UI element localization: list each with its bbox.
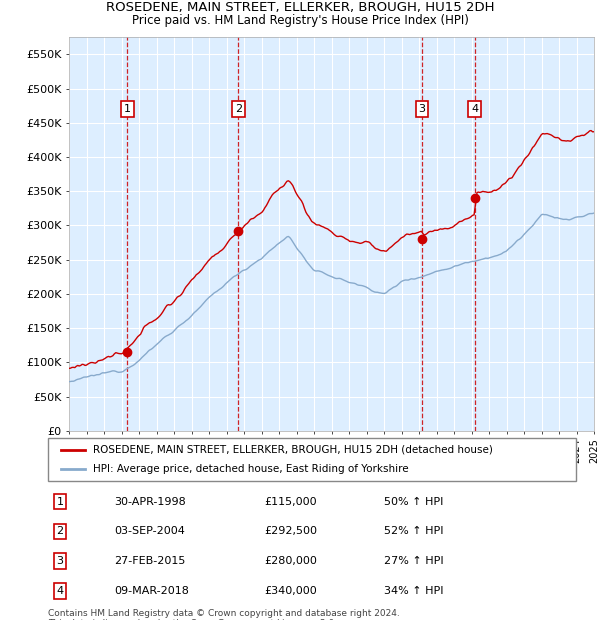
- Text: £115,000: £115,000: [264, 497, 317, 507]
- Text: HPI: Average price, detached house, East Riding of Yorkshire: HPI: Average price, detached house, East…: [93, 464, 409, 474]
- Text: ROSEDENE, MAIN STREET, ELLERKER, BROUGH, HU15 2DH: ROSEDENE, MAIN STREET, ELLERKER, BROUGH,…: [106, 1, 494, 14]
- Text: 27% ↑ HPI: 27% ↑ HPI: [384, 556, 443, 566]
- Text: ROSEDENE, MAIN STREET, ELLERKER, BROUGH, HU15 2DH (detached house): ROSEDENE, MAIN STREET, ELLERKER, BROUGH,…: [93, 445, 493, 454]
- Text: 3: 3: [418, 104, 425, 114]
- Text: 34% ↑ HPI: 34% ↑ HPI: [384, 586, 443, 596]
- Text: Price paid vs. HM Land Registry's House Price Index (HPI): Price paid vs. HM Land Registry's House …: [131, 14, 469, 27]
- Text: £280,000: £280,000: [264, 556, 317, 566]
- Text: Contains HM Land Registry data © Crown copyright and database right 2024.
This d: Contains HM Land Registry data © Crown c…: [48, 609, 400, 620]
- Text: £340,000: £340,000: [264, 586, 317, 596]
- Text: £292,500: £292,500: [264, 526, 317, 536]
- Text: 1: 1: [124, 104, 131, 114]
- Text: 30-APR-1998: 30-APR-1998: [114, 497, 186, 507]
- Text: 50% ↑ HPI: 50% ↑ HPI: [384, 497, 443, 507]
- Text: 52% ↑ HPI: 52% ↑ HPI: [384, 526, 443, 536]
- Text: 1: 1: [56, 497, 64, 507]
- Text: 2: 2: [235, 104, 242, 114]
- Text: 2: 2: [56, 526, 64, 536]
- Text: 4: 4: [56, 586, 64, 596]
- Text: 3: 3: [56, 556, 64, 566]
- Text: 03-SEP-2004: 03-SEP-2004: [114, 526, 185, 536]
- Text: 4: 4: [471, 104, 478, 114]
- Text: 27-FEB-2015: 27-FEB-2015: [114, 556, 185, 566]
- Text: 09-MAR-2018: 09-MAR-2018: [114, 586, 189, 596]
